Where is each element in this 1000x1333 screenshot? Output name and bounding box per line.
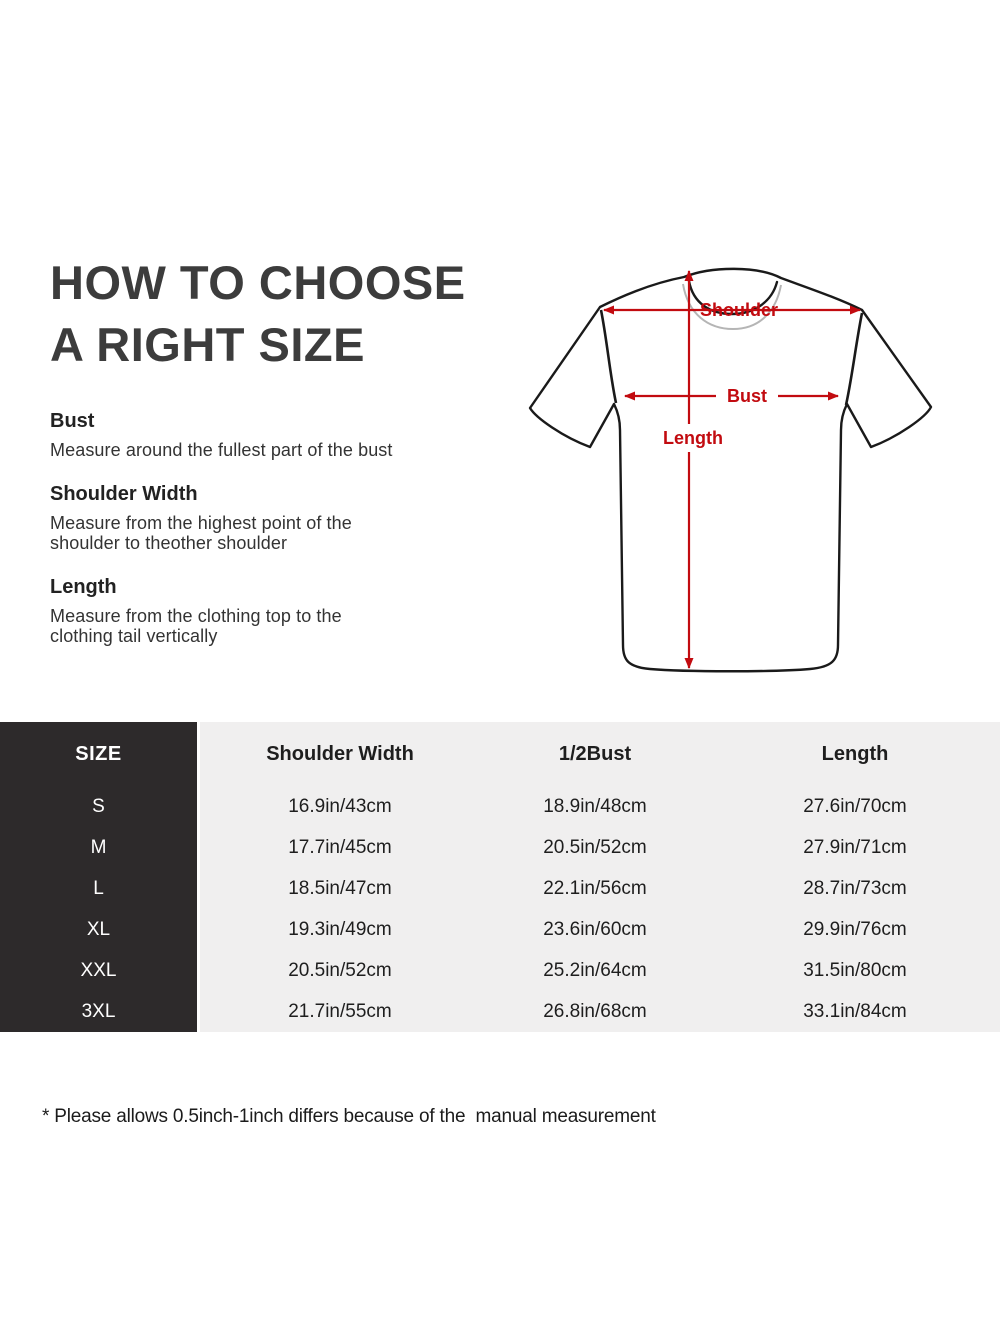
left-armhole-seam bbox=[599, 309, 618, 404]
table-row-s-size: S bbox=[0, 786, 200, 827]
instruction-bust: Bust Measure around the fullest part of … bbox=[50, 410, 480, 460]
length-arrow-label: Length bbox=[663, 428, 723, 448]
length-label-bg bbox=[658, 424, 724, 452]
table-row-xl-shoulder: 19.3in/49cm bbox=[200, 909, 480, 950]
table-row-xl-length: 29.9in/76cm bbox=[710, 909, 1000, 950]
size-table-header-bust: 1/2Bust bbox=[480, 722, 710, 786]
table-row-l-length: 28.7in/73cm bbox=[710, 868, 1000, 909]
table-row-3xl-length: 33.1in/84cm bbox=[710, 991, 1000, 1032]
instruction-length-term: Length bbox=[50, 576, 117, 598]
bust-arrow-label: Bust bbox=[727, 386, 767, 406]
table-row-m-bust: 20.5in/52cm bbox=[480, 827, 710, 868]
right-armhole-seam bbox=[844, 312, 864, 406]
table-row-m-shoulder: 17.7in/45cm bbox=[200, 827, 480, 868]
table-row-3xl-bust: 26.8in/68cm bbox=[480, 991, 710, 1032]
tshirt-measurement-diagram: Shoulder Bust Length bbox=[500, 240, 1000, 700]
tshirt-diagram-svg: Shoulder Bust Length bbox=[528, 267, 933, 673]
instruction-shoulder-width-term: Shoulder Width bbox=[50, 483, 198, 505]
table-row-s-length: 27.6in/70cm bbox=[710, 786, 1000, 827]
table-row-xxl-length: 31.5in/80cm bbox=[710, 950, 1000, 991]
table-row-3xl-size: 3XL bbox=[0, 991, 200, 1032]
table-row-3xl-shoulder: 21.7in/55cm bbox=[200, 991, 480, 1032]
bust-label-bg bbox=[716, 385, 778, 408]
instruction-length-desc: Measure from the clothing top to the clo… bbox=[50, 606, 342, 646]
page-title-line-2: A RIGHT SIZE bbox=[50, 318, 365, 371]
size-table: SIZE Shoulder Width 1/2Bust Length S 16.… bbox=[0, 722, 1000, 1032]
size-table-header-shoulder: Shoulder Width bbox=[200, 722, 480, 786]
instruction-shoulder-width-desc: Measure from the highest point of the sh… bbox=[50, 513, 352, 553]
instruction-bust-term: Bust bbox=[50, 410, 95, 432]
table-row-m-size: M bbox=[0, 827, 200, 868]
page-title: HOW TO CHOOSE A RIGHT SIZE bbox=[50, 252, 490, 376]
instruction-shoulder-width: Shoulder Width Measure from the highest … bbox=[50, 483, 480, 553]
measurement-disclaimer: * Please allows 0.5inch-1inch differs be… bbox=[42, 1106, 656, 1127]
table-row-l-shoulder: 18.5in/47cm bbox=[200, 868, 480, 909]
shoulder-arrow-label: Shoulder bbox=[700, 300, 778, 320]
tshirt-outline bbox=[528, 267, 933, 673]
instruction-length: Length Measure from the clothing top to … bbox=[50, 576, 480, 646]
size-table-header-size: SIZE bbox=[0, 722, 200, 786]
table-row-xl-bust: 23.6in/60cm bbox=[480, 909, 710, 950]
table-row-l-size: L bbox=[0, 868, 200, 909]
table-row-xxl-size: XXL bbox=[0, 950, 200, 991]
table-row-xl-size: XL bbox=[0, 909, 200, 950]
size-table-header-length: Length bbox=[710, 722, 1000, 786]
measurement-instructions: Bust Measure around the fullest part of … bbox=[50, 410, 480, 669]
page-title-line-1: HOW TO CHOOSE bbox=[50, 256, 466, 309]
instruction-bust-desc: Measure around the fullest part of the b… bbox=[50, 440, 393, 460]
table-row-s-bust: 18.9in/48cm bbox=[480, 786, 710, 827]
table-row-xxl-bust: 25.2in/64cm bbox=[480, 950, 710, 991]
table-row-s-shoulder: 16.9in/43cm bbox=[200, 786, 480, 827]
table-row-l-bust: 22.1in/56cm bbox=[480, 868, 710, 909]
table-row-xxl-shoulder: 20.5in/52cm bbox=[200, 950, 480, 991]
table-row-m-length: 27.9in/71cm bbox=[710, 827, 1000, 868]
